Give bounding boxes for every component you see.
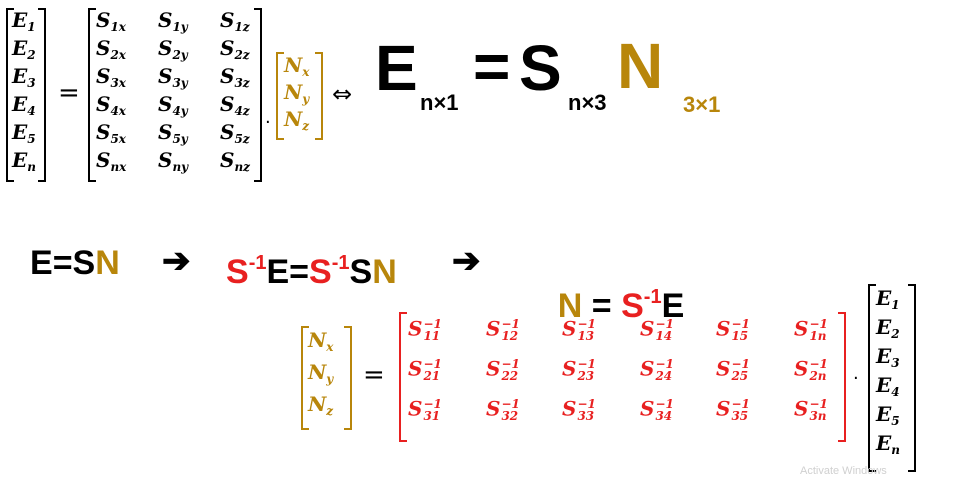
sinv-matrix-entry: S −1 1n — [794, 316, 828, 343]
multiplication-dot: · — [265, 112, 271, 133]
s-matrix-entry: S5x — [96, 120, 126, 146]
n2-vector-right-bracket — [344, 326, 352, 430]
s-matrix-entry: S1x — [96, 8, 126, 34]
e-vector-left-bracket — [6, 8, 14, 182]
n-vector: Nx Ny Nz — [0, 0, 330, 150]
compact-e: E — [375, 32, 418, 104]
sinv-matrix-entry: S −1 24 — [640, 356, 674, 383]
sinv-matrix-entry: S −1 12 — [486, 316, 520, 343]
n-vector-right-bracket — [315, 52, 323, 140]
n-vector-left-bracket — [276, 52, 284, 140]
derivation-step-1: E=SN — [30, 244, 120, 282]
s-matrix-entry: S2y — [158, 36, 188, 62]
e2-vector-entry: E2 — [876, 315, 900, 341]
compact-equals: = — [473, 30, 511, 102]
e2-vector-entry: En — [876, 431, 900, 457]
arrow-right-icon-2: ➔ — [452, 242, 481, 280]
sinv-matrix-entry: S −1 25 — [716, 356, 750, 383]
equals-sign-2: = — [363, 360, 385, 390]
s-matrix-entry: Snx — [96, 148, 127, 174]
os-watermark: Activate Windows — [800, 465, 887, 477]
sinv-matrix-entry: S −1 35 — [716, 396, 750, 423]
derivation-step-3: N = S-1E — [557, 286, 685, 325]
e-vector-right-bracket — [38, 8, 46, 182]
s-matrix-right-bracket — [254, 8, 262, 182]
s-matrix-entry: Sny — [158, 148, 189, 174]
n-vector-entry: Nx — [284, 53, 310, 79]
n2-vector-left-bracket — [301, 326, 309, 430]
s-matrix-entry: S4y — [158, 92, 188, 118]
n-vector-entry: Nz — [284, 107, 310, 133]
e2-vector-right-bracket — [908, 284, 916, 472]
sinv-matrix-entry: S −1 21 — [408, 356, 442, 383]
e2-vector-entry: E3 — [876, 344, 900, 370]
sinv-matrix: S −1 11 S −1 12 S −1 13 S −1 14 S −1 15 S −1 1n S −1 21 S −1 22… — [408, 316, 828, 423]
s-matrix-entry: S2x — [96, 36, 126, 62]
arrow-right-icon: ➔ — [162, 242, 191, 280]
compact-e-dim: n×1 — [420, 90, 459, 115]
s-matrix-entry: S1y — [158, 8, 188, 34]
n2-vector-entry: Ny — [308, 360, 334, 386]
sinv-matrix-left-bracket — [399, 312, 407, 442]
s-matrix-entry: S3x — [96, 64, 126, 90]
e-vector: E1 E2 E3 E4 E5 En — [0, 0, 60, 190]
s-matrix-entry: S4x — [96, 92, 126, 118]
sinv-matrix-entry: S −1 2n — [794, 356, 828, 383]
n2-vector-entry: Nx — [308, 328, 334, 354]
n-vector-entry: Ny — [284, 80, 310, 106]
sinv-matrix-entry: S −1 31 — [408, 396, 442, 423]
equals-sign: = — [58, 78, 80, 108]
sinv-matrix-entry: S −1 13 — [562, 316, 596, 343]
n2-vector-entry: Nz — [308, 392, 334, 418]
n2-vector: Nx Ny Nz — [0, 0, 360, 440]
sinv-matrix-right-bracket — [838, 312, 846, 442]
s-matrix-entry: S5z — [220, 120, 250, 146]
compact-s-dim: n×3 — [568, 90, 607, 115]
compact-s: S — [519, 32, 562, 104]
sinv-matrix-entry: S −1 33 — [562, 396, 596, 423]
s-matrix-left-bracket — [88, 8, 96, 182]
compact-n-dim: 3×1 — [683, 92, 721, 117]
e-vector-entry: E1 — [12, 8, 36, 34]
e-vector-entry: E5 — [12, 120, 36, 146]
derivation-step-2: S-1E=S-1SN — [226, 252, 397, 291]
s-matrix: S1x S1y S1z S2x S2y S2z S3x S3y S3z S4x S4y S4z S5x S… — [0, 0, 270, 190]
e-vector-entry: En — [12, 148, 36, 174]
e2-vector-left-bracket — [868, 284, 876, 472]
e-vector-entry: E4 — [12, 92, 36, 118]
e2-vector-entry: E4 — [876, 373, 900, 399]
s-matrix-entry: S3z — [220, 64, 250, 90]
sinv-matrix-entry: S −1 11 — [408, 316, 442, 343]
s-matrix-entry: S4z — [220, 92, 250, 118]
e2-vector-entry: E5 — [876, 402, 900, 428]
s-matrix-entry: S1z — [220, 8, 250, 34]
e-vector-entry: E2 — [12, 36, 36, 62]
sinv-matrix-entry: S −1 32 — [486, 396, 520, 423]
sinv-matrix-entry: S −1 23 — [562, 356, 596, 383]
sinv-matrix-entry: S −1 3n — [794, 396, 828, 423]
sinv-matrix-entry: S −1 22 — [486, 356, 520, 383]
e2-vector-entry: E1 — [876, 286, 900, 312]
s-matrix-entry: Snz — [220, 148, 250, 174]
sinv-matrix-entry: S −1 14 — [640, 316, 674, 343]
sinv-matrix-entry: S −1 15 — [716, 316, 750, 343]
compact-n: N — [617, 30, 664, 102]
s-matrix-entry: S5y — [158, 120, 188, 146]
s-matrix-entry: S2z — [220, 36, 250, 62]
e-vector-entry: E3 — [12, 64, 36, 90]
equivalence-arrow: ⇔ — [332, 80, 353, 108]
multiplication-dot-2: · — [853, 368, 859, 389]
s-matrix-entry: S3y — [158, 64, 188, 90]
sinv-matrix-entry: S −1 34 — [640, 396, 674, 423]
